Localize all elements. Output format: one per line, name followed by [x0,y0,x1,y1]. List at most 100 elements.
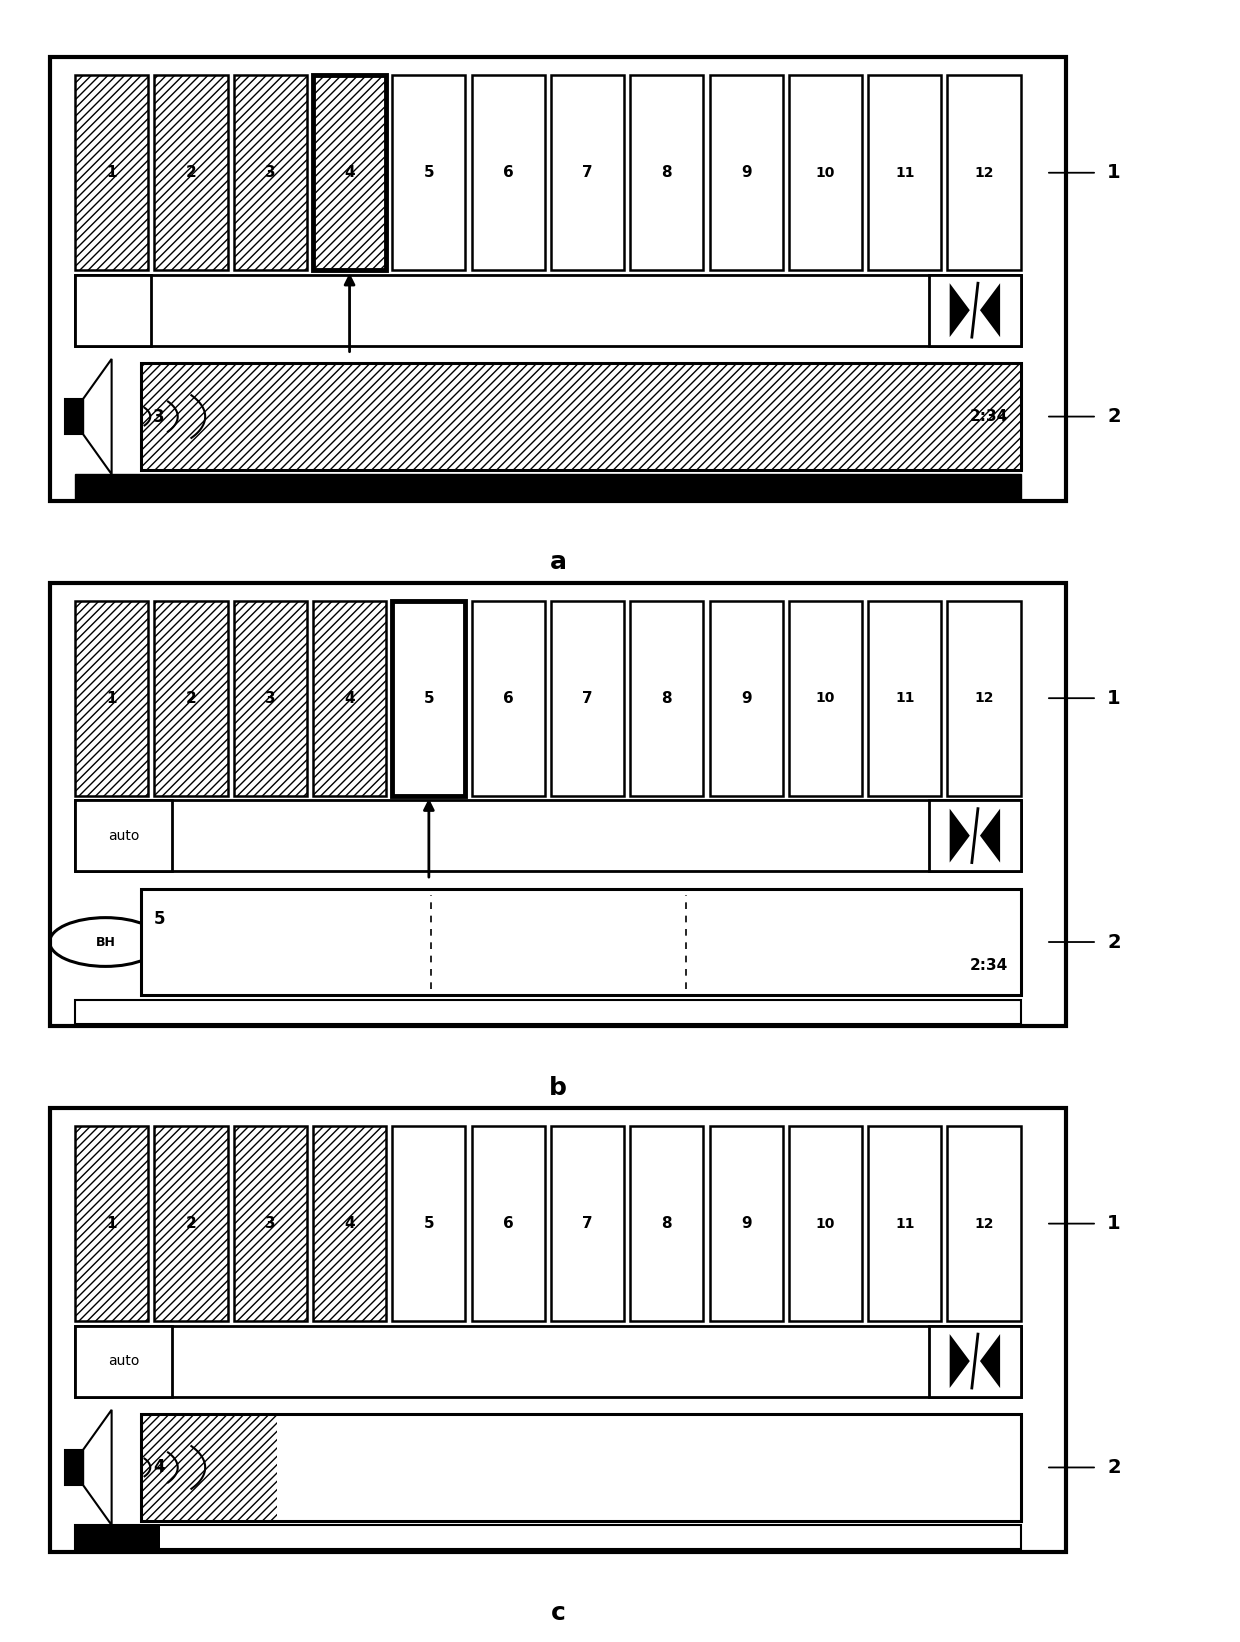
FancyBboxPatch shape [233,1126,306,1322]
Polygon shape [83,360,112,475]
FancyBboxPatch shape [50,583,1066,1026]
Text: 1: 1 [1107,163,1121,182]
FancyBboxPatch shape [868,1126,941,1322]
Text: 4: 4 [154,1458,165,1476]
FancyBboxPatch shape [471,1126,544,1322]
FancyBboxPatch shape [76,274,151,345]
Polygon shape [950,808,970,862]
Text: 5: 5 [424,166,434,181]
Text: 1: 1 [1107,1213,1121,1233]
Text: 11: 11 [895,691,914,704]
FancyBboxPatch shape [929,1325,1021,1396]
Text: 7: 7 [582,1217,593,1232]
FancyBboxPatch shape [947,76,1021,271]
Text: 11: 11 [895,166,914,179]
Text: 4: 4 [345,1217,355,1232]
Text: 1: 1 [107,166,117,181]
FancyBboxPatch shape [630,601,703,796]
Text: auto: auto [108,1355,139,1368]
FancyBboxPatch shape [76,475,1021,499]
FancyBboxPatch shape [929,800,1021,870]
FancyBboxPatch shape [76,1000,1021,1025]
FancyBboxPatch shape [392,601,465,796]
FancyBboxPatch shape [76,1325,171,1396]
FancyBboxPatch shape [551,1126,624,1322]
Text: 6: 6 [502,691,513,706]
FancyBboxPatch shape [141,888,1021,995]
Text: 7: 7 [582,691,593,706]
FancyBboxPatch shape [76,1525,1021,1550]
FancyBboxPatch shape [709,601,782,796]
Polygon shape [950,282,970,337]
Text: 2: 2 [1107,1458,1121,1476]
FancyBboxPatch shape [141,363,1021,470]
FancyBboxPatch shape [630,1126,703,1322]
Text: 1: 1 [107,691,117,706]
FancyBboxPatch shape [868,76,941,271]
Text: 11: 11 [895,1217,914,1230]
FancyBboxPatch shape [789,601,862,796]
Text: 2: 2 [1107,407,1121,425]
Text: 12: 12 [975,166,993,179]
Text: 10: 10 [816,1217,835,1230]
FancyBboxPatch shape [789,76,862,271]
Text: 1: 1 [107,1217,117,1232]
FancyBboxPatch shape [154,1126,228,1322]
FancyBboxPatch shape [312,76,386,271]
Text: c: c [551,1601,565,1626]
FancyBboxPatch shape [471,601,544,796]
FancyBboxPatch shape [50,1108,1066,1552]
Text: 9: 9 [740,691,751,706]
Polygon shape [980,282,1001,337]
Text: 4: 4 [345,166,355,181]
Text: 9: 9 [740,1217,751,1232]
FancyBboxPatch shape [312,601,386,796]
FancyBboxPatch shape [947,1126,1021,1322]
Polygon shape [950,1333,970,1387]
Text: 10: 10 [816,691,835,704]
Text: 8: 8 [661,1217,672,1232]
FancyBboxPatch shape [551,76,624,271]
FancyBboxPatch shape [789,1126,862,1322]
FancyBboxPatch shape [929,274,1021,345]
FancyBboxPatch shape [76,1126,149,1322]
FancyBboxPatch shape [868,601,941,796]
Text: 2: 2 [186,1217,196,1232]
FancyBboxPatch shape [141,1414,1021,1520]
FancyBboxPatch shape [64,399,83,435]
Text: 5: 5 [424,1217,434,1232]
Text: 2:34: 2:34 [970,957,1008,974]
FancyBboxPatch shape [709,1126,782,1322]
FancyBboxPatch shape [154,76,228,271]
Text: 12: 12 [975,1217,993,1230]
FancyBboxPatch shape [471,76,544,271]
Text: 2: 2 [1107,933,1121,951]
FancyBboxPatch shape [630,76,703,271]
Text: 4: 4 [345,691,355,706]
Text: 3: 3 [265,166,275,181]
Text: 12: 12 [975,691,993,704]
FancyBboxPatch shape [76,800,1021,870]
Text: 2: 2 [186,166,196,181]
Polygon shape [83,1410,112,1525]
Polygon shape [980,808,1001,862]
FancyBboxPatch shape [154,601,228,796]
Text: 9: 9 [740,166,751,181]
FancyBboxPatch shape [64,1450,83,1484]
FancyBboxPatch shape [76,274,1021,345]
Text: 2: 2 [186,691,196,706]
Text: a: a [549,550,567,575]
Polygon shape [980,1333,1001,1387]
Text: 6: 6 [502,1217,513,1232]
Text: 6: 6 [502,166,513,181]
Text: 5: 5 [154,910,165,928]
Text: 8: 8 [661,166,672,181]
FancyBboxPatch shape [76,601,149,796]
FancyBboxPatch shape [233,601,306,796]
FancyBboxPatch shape [947,601,1021,796]
Text: auto: auto [108,829,139,842]
FancyBboxPatch shape [392,76,465,271]
Text: 3: 3 [154,407,165,425]
Text: 5: 5 [424,691,434,706]
FancyBboxPatch shape [76,800,171,870]
